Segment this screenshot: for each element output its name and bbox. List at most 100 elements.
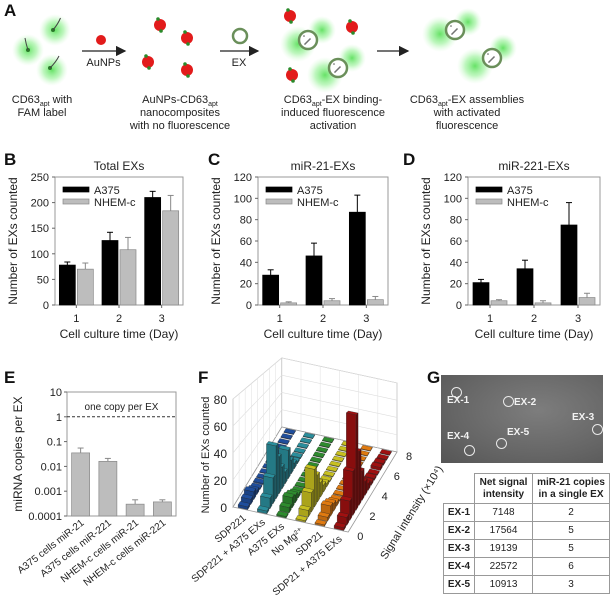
- bar-a375-day-1: [472, 282, 490, 306]
- step-label: CD63apt with: [12, 94, 72, 108]
- bar3d-a375-exs: [276, 514, 287, 519]
- cargo-dot: [334, 71, 336, 73]
- probe-dot: [186, 74, 190, 78]
- bar3d-side: [272, 474, 276, 505]
- cargo-dot: [336, 69, 338, 71]
- table-row: EX-1 7148 2: [443, 503, 610, 522]
- bar3d-no-mg-: [323, 474, 333, 478]
- y-tick-label: 40: [450, 257, 462, 269]
- bar3d-sdp21: [314, 522, 325, 527]
- exosome-spot-label: EX-3: [572, 412, 595, 423]
- row-signal: 17564: [474, 521, 533, 540]
- bar3d-sdp221-a375-exs: [299, 440, 310, 444]
- y-axis-title: Number of EXs counted: [209, 177, 223, 304]
- bar-a375-day-2: [305, 255, 323, 306]
- table-header-row: Net signal intensity miR-21 copies in a …: [443, 473, 610, 504]
- panel-g-letter: G: [427, 368, 440, 387]
- probe-dot: [289, 20, 293, 24]
- probe-dot: [159, 29, 163, 33]
- row-copies: 5: [532, 521, 610, 540]
- bar3d-a375-exs: [322, 440, 333, 444]
- y-tick-label: 100: [234, 193, 252, 205]
- panel-a-letter: A: [4, 1, 16, 20]
- signal-tick-label: 0: [357, 531, 363, 543]
- aunp-icon: [142, 56, 154, 68]
- step-label: CD63apt-EX assemblies: [410, 94, 525, 108]
- cargo-dot: [489, 60, 491, 62]
- bar-nhem-c-day-3: [366, 299, 384, 306]
- bar3d-sdp221-a375-exs: [302, 435, 313, 439]
- bar3d-sdp221-a375-exs: [296, 445, 307, 449]
- y-tick-label: 150: [31, 223, 49, 235]
- probe-dot: [156, 17, 160, 21]
- bar3d-sdp221: [277, 441, 288, 445]
- y-tick-label: 50: [37, 274, 49, 286]
- exosome-icon: [297, 29, 319, 51]
- x-axis-title: Cell culture time (Day): [264, 327, 383, 341]
- bar3d-side: [361, 467, 365, 502]
- step-label: AuNPs-CD63apt: [142, 94, 218, 108]
- label-text: with activated: [433, 107, 501, 119]
- label-text: with no fluorescence: [129, 120, 230, 132]
- x-axis-title: Cell culture time (Day): [475, 327, 594, 341]
- bar3d-a375-exs: [316, 450, 326, 454]
- cargo-dot: [453, 31, 455, 33]
- panel-f-letter: F: [198, 368, 208, 387]
- y-tick-label: 120: [444, 172, 462, 184]
- y-tick-label: 250: [31, 172, 49, 184]
- bar: [153, 501, 172, 517]
- row-copies: 5: [532, 539, 610, 558]
- bar3d-no-mg-: [329, 464, 340, 468]
- bar: [98, 460, 118, 517]
- signal-tick-label: 4: [382, 491, 388, 503]
- label-text: -EX binding-: [322, 94, 383, 106]
- bar3d-side: [355, 412, 359, 512]
- row-copies: 3: [532, 575, 610, 594]
- bar-nhem-c-day-1: [490, 300, 508, 306]
- signal-tick-label: 8: [406, 451, 412, 463]
- probe-dot: [186, 42, 190, 46]
- y-tick-label: 10: [50, 387, 62, 399]
- probe-dot: [288, 67, 292, 71]
- bar-a375-day-3: [348, 211, 366, 306]
- aunp-icon: [346, 21, 358, 33]
- step-label: with no fluorescence: [129, 120, 230, 132]
- cargo-dot: [303, 35, 305, 37]
- x-tick-label: 2: [116, 313, 122, 325]
- legend-label: A375: [94, 185, 120, 197]
- label-text: nanocomposites: [140, 107, 221, 119]
- aptamer-strand: [24, 37, 29, 51]
- exosome-spot-marker: [592, 424, 603, 435]
- cargo-dot: [306, 41, 308, 43]
- aunp-icon: [284, 10, 296, 22]
- legend-swatch: [475, 198, 503, 205]
- bar3d-a375-exs: [279, 505, 290, 514]
- bar3d-no-mg-: [326, 469, 336, 473]
- step-label: nanocomposites: [140, 107, 221, 119]
- exosome-spot-marker: [451, 387, 462, 398]
- signal-tick-label: 2: [369, 511, 375, 523]
- cargo-dot: [307, 40, 309, 42]
- row-copies: 2: [532, 503, 610, 522]
- legend-swatch: [62, 186, 90, 193]
- table-row: EX-3 19139 5: [443, 539, 610, 558]
- y-tick-label: 1: [56, 412, 62, 424]
- table-row: EX-2 17564 5: [443, 521, 610, 540]
- z-tick-label: 20: [214, 474, 228, 488]
- panel-b-letter: B: [4, 150, 16, 169]
- bar-a375-day-3: [144, 197, 162, 306]
- y-tick-label: 0.0001: [28, 511, 62, 523]
- x-tick-label: 1: [277, 313, 283, 325]
- bar3d-sdp221: [237, 504, 248, 510]
- y-tick-label: 0.1: [47, 437, 62, 449]
- label-text: CD63: [410, 94, 438, 106]
- table-row: EX-5 10913 3: [443, 575, 610, 594]
- label-subscript: apt: [40, 101, 50, 108]
- y-tick-label: 80: [240, 215, 252, 227]
- bar3d-sdp221: [283, 431, 294, 435]
- y-axis-title: Number of EXs counted: [419, 177, 433, 304]
- bar3d-side: [349, 497, 353, 522]
